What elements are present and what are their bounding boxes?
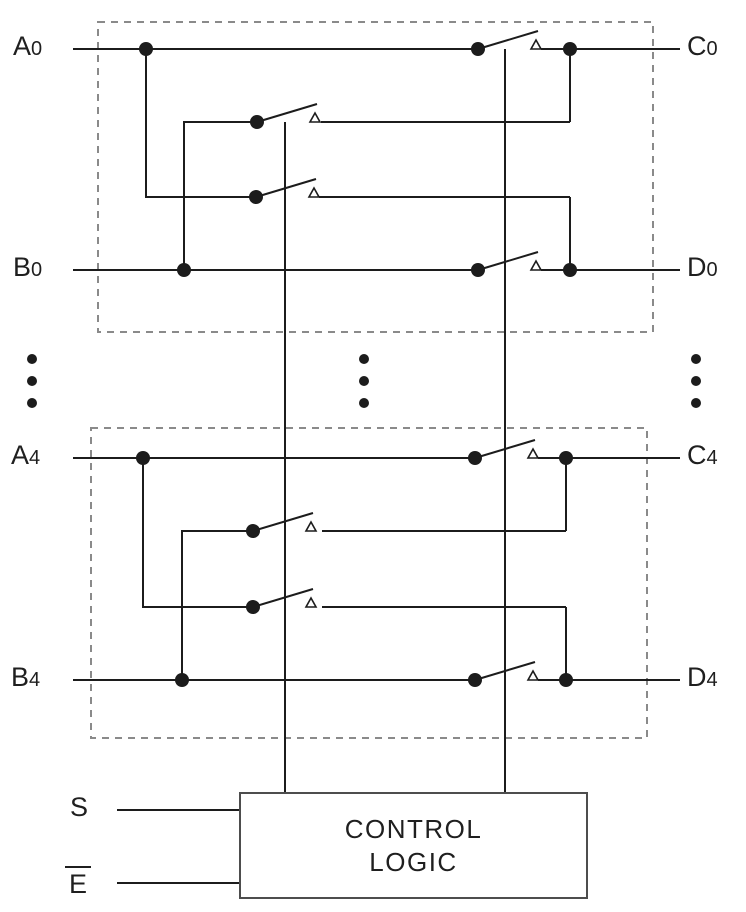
port-label-a4: A4 [11, 441, 40, 472]
switch-pole-dot [468, 673, 482, 687]
port-letter: A [13, 31, 32, 61]
port-subscript: 4 [706, 447, 718, 469]
switch-actuator-triangle-icon [526, 669, 540, 681]
input-label-s: S [70, 793, 88, 821]
ellipsis-dots-right [691, 354, 701, 408]
port-label-c4: C4 [687, 441, 718, 472]
switch-pole-dot [471, 42, 485, 56]
ellipsis-dot [27, 354, 37, 364]
switch-arm [256, 103, 318, 123]
junction-dot [177, 263, 191, 277]
port-subscript: 4 [29, 669, 41, 691]
switch-b0-d0 [471, 251, 577, 277]
port-subscript: 0 [31, 259, 43, 281]
port-subscript: 0 [706, 259, 718, 281]
switch-actuator-triangle-icon [529, 38, 543, 50]
node-dot [563, 263, 577, 277]
port-letter: B [11, 662, 30, 692]
switch-b4-d4 [468, 661, 573, 687]
control-logic-label-line2: LOGIC [369, 846, 458, 877]
ellipsis-dot [359, 376, 369, 386]
port-letter: D [687, 252, 707, 282]
ellipsis-dot [27, 376, 37, 386]
switch-pole-dot [249, 190, 263, 204]
junction-dot [175, 673, 189, 687]
cell-0-wires [73, 48, 680, 271]
switch-actuator-triangle-icon [304, 596, 318, 608]
junction-dots [136, 42, 191, 687]
input-letter: S [70, 792, 89, 822]
switch-arm [477, 30, 539, 50]
ellipsis-dots-middle [359, 354, 369, 408]
switch-arm [474, 439, 536, 459]
switch-pole-dot [471, 263, 485, 277]
switch-pole-dot [246, 600, 260, 614]
ellipsis-dot [27, 398, 37, 408]
port-subscript: 0 [31, 38, 43, 60]
control-logic-box: CONTROL LOGIC [239, 792, 588, 899]
node-dot [559, 451, 573, 465]
port-label-b4: B4 [11, 663, 40, 694]
ellipsis-dot [359, 354, 369, 364]
cell-4-dashed-boundary [90, 427, 648, 739]
switch-actuator-triangle-icon [304, 520, 318, 532]
switch-arm [477, 251, 539, 271]
switch-pole-dot [468, 451, 482, 465]
switch-a4-c4 [468, 439, 573, 465]
ellipsis-dot [359, 398, 369, 408]
port-subscript: 4 [29, 447, 41, 469]
input-label-e-bar: E [65, 866, 92, 898]
switch-b0-c0 [250, 103, 322, 129]
port-letter: A [11, 440, 30, 470]
switch-arm [474, 661, 536, 681]
switch-actuator-triangle-icon [307, 186, 321, 198]
port-letter: C [687, 440, 707, 470]
port-subscript: 4 [706, 669, 718, 691]
cell-0-dashed-boundary [97, 21, 654, 333]
junction-dot [136, 451, 150, 465]
switch-a0-c0 [471, 30, 577, 56]
ellipsis-dots-left [27, 354, 37, 408]
port-letter: B [13, 252, 32, 282]
ellipsis-dot [691, 354, 701, 364]
switch-a4-d4 [246, 588, 318, 614]
port-subscript: 0 [706, 38, 718, 60]
switch-pole-dot [246, 524, 260, 538]
ellipsis-dot [691, 398, 701, 408]
port-letter: C [687, 31, 707, 61]
cell-4-wires [73, 457, 680, 681]
switch-a0-d0 [249, 178, 321, 204]
ellipsis-dot [691, 376, 701, 386]
input-letter-overlined: E [65, 866, 92, 898]
port-label-c0: C0 [687, 32, 718, 63]
node-dot [559, 673, 573, 687]
port-label-b0: B0 [13, 253, 42, 284]
junction-dot [139, 42, 153, 56]
switch-b4-c4 [246, 512, 318, 538]
port-label-d4: D4 [687, 663, 718, 694]
switch-actuator-triangle-icon [526, 447, 540, 459]
port-label-d0: D0 [687, 253, 718, 284]
switch-actuator-triangle-icon [529, 259, 543, 271]
control-logic-label-line1: CONTROL [344, 813, 483, 844]
switch-arm [252, 512, 314, 532]
switch-arm [255, 178, 317, 198]
node-dot [563, 42, 577, 56]
port-letter: D [687, 662, 707, 692]
switch-pole-dot [250, 115, 264, 129]
switch-arm [252, 588, 314, 608]
switch-actuator-triangle-icon [308, 111, 322, 123]
port-label-a0: A0 [13, 32, 42, 63]
